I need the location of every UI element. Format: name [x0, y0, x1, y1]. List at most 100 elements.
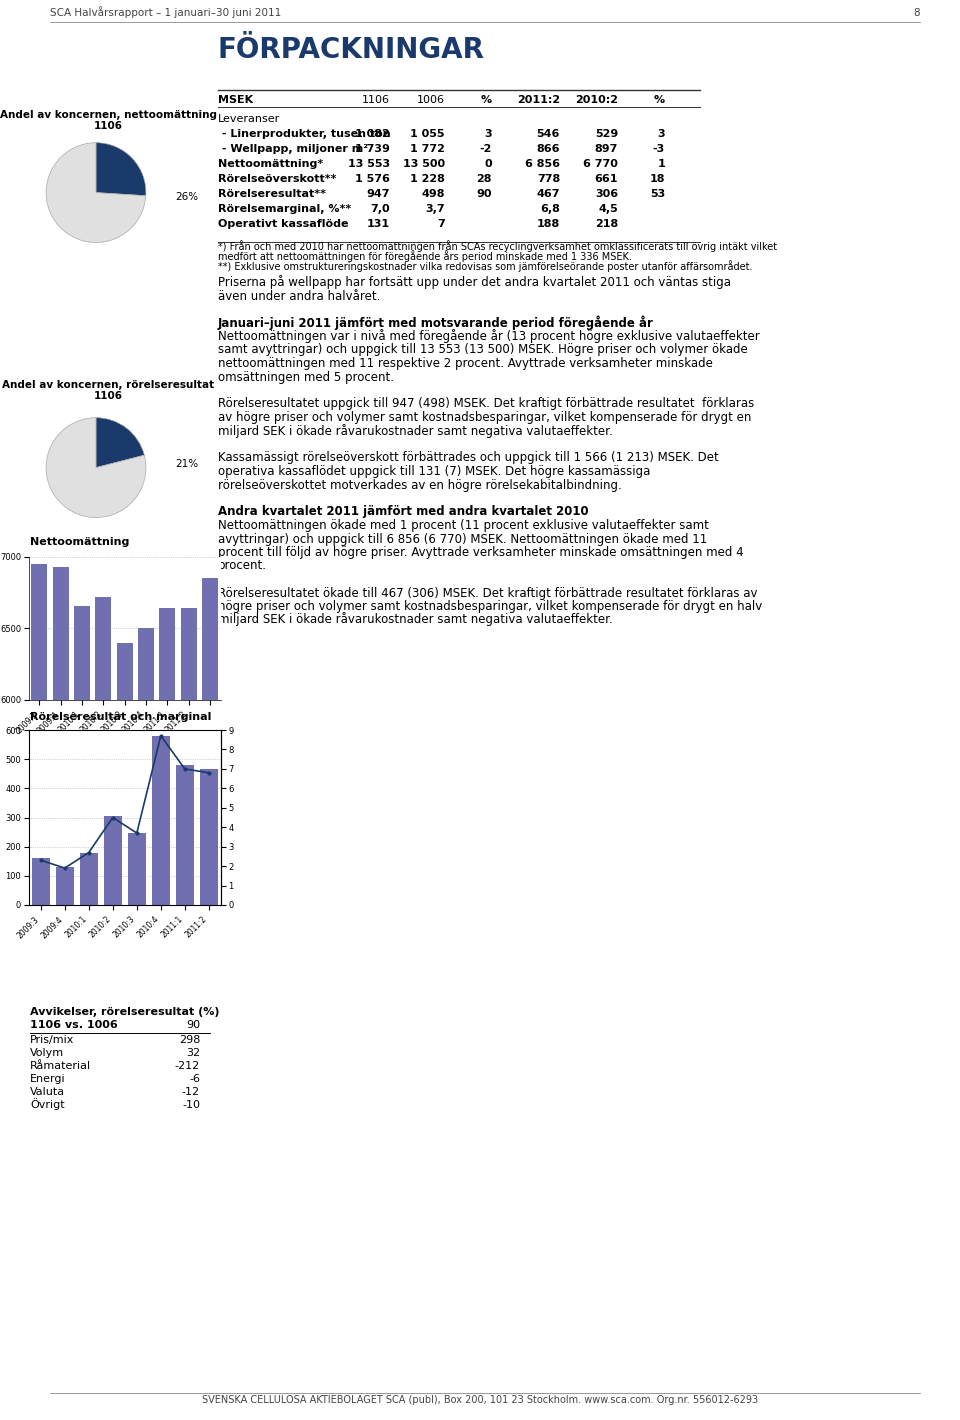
- Text: 6 856: 6 856: [525, 159, 560, 169]
- Text: 32: 32: [186, 1048, 200, 1058]
- Text: 2010:2: 2010:2: [575, 95, 618, 105]
- Text: 0: 0: [485, 159, 492, 169]
- Text: -3: -3: [653, 143, 665, 153]
- Text: 3,7: 3,7: [425, 204, 445, 214]
- Text: rörelseöverskottet motverkades av en högre rörelsekabitalbindning.: rörelseöverskottet motverkades av en hög…: [218, 479, 622, 491]
- Text: Nettoomättning: Nettoomättning: [30, 537, 130, 547]
- Text: -2: -2: [480, 143, 492, 153]
- Text: 1106: 1106: [93, 121, 123, 131]
- Text: Operativt kassaflöde: Operativt kassaflöde: [218, 219, 348, 229]
- Text: 26%: 26%: [175, 192, 198, 202]
- Text: 3: 3: [485, 129, 492, 139]
- Text: Nettoomättningen var i nivå med föregående år (13 procent högre exklusive valuta: Nettoomättningen var i nivå med föregåen…: [218, 329, 759, 344]
- Text: *) Från och med 2010 har nettoomättningen från SCAs recyclingverksamhet omklassi: *) Från och med 2010 har nettoomättninge…: [218, 240, 778, 251]
- Text: 897: 897: [594, 143, 618, 153]
- Text: 498: 498: [421, 189, 445, 199]
- Text: omsättningen med 5 procent.: omsättningen med 5 procent.: [218, 371, 394, 383]
- Text: högre priser och volymer samt kostnadsbesparingar, vilket kompenserade för drygt: högre priser och volymer samt kostnadsbe…: [218, 601, 762, 613]
- Text: **) Exklusive omstruktureringskostnader vilka redovisas som jämförelseörande pos: **) Exklusive omstruktureringskostnader …: [218, 260, 753, 273]
- Text: Leveranser: Leveranser: [218, 114, 280, 124]
- Bar: [53, 567, 69, 1420]
- Text: Andel av koncernen, nettoomättning: Andel av koncernen, nettoomättning: [0, 109, 217, 121]
- Text: FÖRPACKNINGAR: FÖRPACKNINGAR: [218, 36, 485, 64]
- Text: 1106: 1106: [93, 391, 123, 400]
- Text: Januari–juni 2011 jämfört med motsvarande period föregående år: Januari–juni 2011 jämfört med motsvarand…: [218, 315, 654, 329]
- Bar: [200, 768, 218, 905]
- Bar: [80, 852, 98, 905]
- Text: 1006: 1006: [417, 95, 445, 105]
- Text: 306: 306: [595, 189, 618, 199]
- Text: 13 553: 13 553: [348, 159, 390, 169]
- Bar: [56, 868, 74, 905]
- Wedge shape: [46, 142, 146, 243]
- Text: 131: 131: [367, 219, 390, 229]
- Bar: [74, 605, 90, 1420]
- Text: 546: 546: [537, 129, 560, 139]
- Bar: [32, 858, 50, 905]
- Wedge shape: [96, 142, 146, 196]
- Bar: [117, 643, 132, 1420]
- Text: nettoomättningen med 11 respektive 2 procent. Avyttrade verksamheter minskade: nettoomättningen med 11 respektive 2 pro…: [218, 356, 713, 371]
- Text: 1 055: 1 055: [411, 129, 445, 139]
- Text: SVENSKA CELLULOSA AKTIEBOLAGET SCA (publ), Box 200, 101 23 Stockholm. www.sca.co: SVENSKA CELLULOSA AKTIEBOLAGET SCA (publ…: [202, 1394, 758, 1404]
- Text: -12: -12: [181, 1086, 200, 1098]
- Text: 1 228: 1 228: [410, 175, 445, 185]
- Text: 3: 3: [658, 129, 665, 139]
- Text: 8: 8: [913, 9, 920, 18]
- Text: Andel av koncernen, rörelseresultat: Andel av koncernen, rörelseresultat: [2, 381, 214, 390]
- Text: Nettoomättningen ökade med 1 procent (11 procent exklusive valutaeffekter samt: Nettoomättningen ökade med 1 procent (11…: [218, 518, 708, 532]
- Text: miljard SEK i ökade råvarukostnader samt negativa valutaeffekter.: miljard SEK i ökade råvarukostnader samt…: [218, 423, 612, 437]
- Text: 866: 866: [537, 143, 560, 153]
- Text: procent.: procent.: [218, 559, 267, 572]
- Text: avyttringar) och uppgick till 6 856 (6 770) MSEK. Nettoomättningen ökade med 11: avyttringar) och uppgick till 6 856 (6 7…: [218, 532, 708, 545]
- Bar: [104, 815, 122, 905]
- Text: miljard SEK i ökade råvarukostnader samt negativa valutaeffekter.: miljard SEK i ökade råvarukostnader samt…: [218, 612, 612, 626]
- Text: av högre priser och volymer samt kostnadsbesparingar, vilket kompenserade för dr: av högre priser och volymer samt kostnad…: [218, 410, 752, 425]
- Text: - Wellpapp, miljoner m²: - Wellpapp, miljoner m²: [218, 143, 368, 153]
- Bar: [32, 564, 47, 1420]
- Bar: [152, 736, 170, 905]
- Text: 1 772: 1 772: [410, 143, 445, 153]
- Text: 1: 1: [658, 159, 665, 169]
- Text: 53: 53: [650, 189, 665, 199]
- Text: Råmaterial: Råmaterial: [30, 1061, 91, 1071]
- Text: 13 500: 13 500: [403, 159, 445, 169]
- Text: Rörelseresultatet uppgick till 947 (498) MSEK. Det kraftigt förbättrade resultat: Rörelseresultatet uppgick till 947 (498)…: [218, 398, 755, 410]
- Text: samt avyttringar) och uppgick till 13 553 (13 500) MSEK. Högre priser och volyme: samt avyttringar) och uppgick till 13 55…: [218, 344, 748, 356]
- Bar: [176, 765, 194, 905]
- Text: 90: 90: [186, 1020, 200, 1030]
- Text: 7,0: 7,0: [371, 204, 390, 214]
- Text: Rörelseresultatet ökade till 467 (306) MSEK. Det kraftigt förbättrade resultatet: Rörelseresultatet ökade till 467 (306) M…: [218, 586, 757, 599]
- Text: 1 576: 1 576: [355, 175, 390, 185]
- Text: Rörelseresultat och marginal: Rörelseresultat och marginal: [30, 711, 211, 721]
- Text: 6 770: 6 770: [583, 159, 618, 169]
- Text: Rörelsemarginal, %**: Rörelsemarginal, %**: [218, 204, 351, 214]
- Text: operativa kassaflödet uppgick till 131 (7) MSEK. Det högre kassamässiga: operativa kassaflödet uppgick till 131 (…: [218, 464, 650, 479]
- Text: 947: 947: [367, 189, 390, 199]
- Text: 778: 778: [537, 175, 560, 185]
- Bar: [138, 629, 155, 1420]
- Text: %: %: [654, 95, 665, 105]
- Text: Energi: Energi: [30, 1074, 65, 1083]
- Bar: [159, 609, 176, 1420]
- Wedge shape: [96, 417, 144, 467]
- Text: Nettoomättning*: Nettoomättning*: [218, 159, 324, 169]
- Bar: [180, 609, 197, 1420]
- Text: 529: 529: [595, 129, 618, 139]
- Text: Pris/mix: Pris/mix: [30, 1035, 74, 1045]
- Text: procent till följd av högre priser. Avyttrade verksamheter minskade omsättningen: procent till följd av högre priser. Avyt…: [218, 547, 744, 559]
- Text: 7: 7: [437, 219, 445, 229]
- Text: 661: 661: [594, 175, 618, 185]
- Text: 298: 298: [179, 1035, 200, 1045]
- Text: %: %: [481, 95, 492, 105]
- Wedge shape: [46, 417, 146, 517]
- Text: medfört att nettoomättningen för föregående års period minskade med 1 336 MSEK.: medfört att nettoomättningen för föregåe…: [218, 250, 632, 263]
- Text: -212: -212: [175, 1061, 200, 1071]
- Text: - Linerprodukter, tusen ton: - Linerprodukter, tusen ton: [218, 129, 391, 139]
- Text: 6,8: 6,8: [540, 204, 560, 214]
- Text: MSEK: MSEK: [218, 95, 253, 105]
- Text: 90: 90: [476, 189, 492, 199]
- Text: Andra kvartalet 2011 jämfört med andra kvartalet 2010: Andra kvartalet 2011 jämfört med andra k…: [218, 506, 588, 518]
- Text: även under andra halvåret.: även under andra halvåret.: [218, 290, 380, 302]
- Text: 1106 vs. 1006: 1106 vs. 1006: [30, 1020, 118, 1030]
